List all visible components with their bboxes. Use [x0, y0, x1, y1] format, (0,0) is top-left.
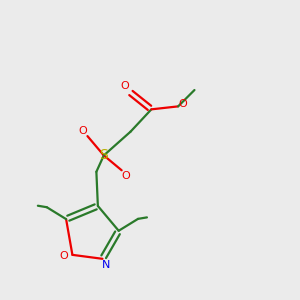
- Text: S: S: [99, 148, 108, 162]
- Text: O: O: [79, 126, 87, 136]
- Text: O: O: [120, 81, 129, 91]
- Text: O: O: [178, 99, 187, 109]
- Text: N: N: [102, 260, 110, 270]
- Text: O: O: [122, 171, 130, 181]
- Text: O: O: [59, 251, 68, 261]
